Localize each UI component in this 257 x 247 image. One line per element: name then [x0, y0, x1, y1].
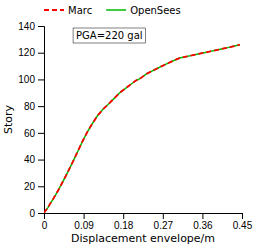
annotation-box	[73, 28, 146, 43]
y-tick-label: 40	[24, 154, 36, 165]
x-tick-label: 0	[42, 220, 48, 231]
x-tick: 0	[42, 213, 48, 231]
y-tick: 100	[18, 74, 44, 85]
y-tick: 20	[24, 181, 44, 192]
y-tick-label: 60	[24, 128, 36, 139]
x-tick-mark	[84, 213, 85, 219]
y-tick: 120	[18, 47, 44, 58]
y-tick-mark	[38, 213, 44, 214]
y-tick-label: 0	[29, 208, 35, 219]
x-axis-title: Displacement envelope/m	[71, 232, 215, 245]
series-line	[44, 45, 240, 213]
y-tick: 0	[29, 208, 44, 219]
x-tick: 0.18	[114, 213, 134, 231]
y-axis: 0 20 40 60 80 100 120 140	[18, 21, 44, 219]
y-axis-title: Story	[2, 104, 15, 134]
y-tick-mark	[38, 106, 44, 107]
y-tick: 80	[24, 101, 44, 112]
annotation-text: PGA=220 gal	[76, 30, 143, 41]
legend-label: Marc	[68, 5, 92, 16]
x-tick-label: 0.18	[114, 220, 134, 231]
y-tick-mark	[38, 186, 44, 187]
y-tick: 60	[24, 128, 44, 139]
x-axis: 0 0.09 0.18 0.27 0.36 0.45	[42, 213, 253, 231]
x-tick-label: 0.45	[233, 220, 253, 231]
y-tick-mark	[38, 160, 44, 161]
y-tick: 40	[24, 154, 44, 165]
y-tick-mark	[38, 133, 44, 134]
y-tick-mark	[38, 26, 44, 27]
legend: Marc OpenSees	[44, 5, 181, 16]
y-tick-label: 20	[24, 181, 36, 192]
legend-item: Marc	[44, 5, 92, 16]
legend-label: OpenSees	[130, 5, 181, 16]
x-tick-mark	[163, 213, 164, 219]
y-axis-line	[38, 27, 45, 214]
chart: 0 0.09 0.18 0.27 0.36 0.45 0 20 40 60 80 100 120 140 P…	[0, 0, 257, 247]
x-tick: 0.45	[233, 213, 253, 231]
x-tick: 0.36	[193, 213, 213, 231]
lines	[44, 45, 240, 213]
x-tick-label: 0.36	[193, 220, 213, 231]
x-tick-mark	[123, 213, 124, 219]
y-tick-mark	[38, 53, 44, 54]
legend-swatch	[106, 9, 126, 11]
y-tick-label: 80	[24, 101, 36, 112]
legend-swatch	[44, 9, 64, 11]
y-tick-label: 100	[18, 74, 35, 85]
legend-item: OpenSees	[106, 5, 181, 16]
x-tick-mark	[202, 213, 203, 219]
y-tick-mark	[38, 79, 44, 80]
x-tick-label: 0.27	[154, 220, 174, 231]
x-tick-label: 0.09	[74, 220, 94, 231]
x-axis-line	[45, 214, 243, 220]
series-line	[44, 45, 240, 213]
y-tick-label: 140	[18, 21, 35, 32]
x-tick-mark	[242, 213, 243, 219]
y-tick: 140	[18, 21, 44, 32]
annotation: PGA=220 gal	[73, 28, 146, 43]
plot: 0 0.09 0.18 0.27 0.36 0.45 0 20 40 60 80 100 120 140 P…	[18, 21, 252, 231]
x-tick: 0.09	[74, 213, 94, 231]
x-tick: 0.27	[154, 213, 174, 231]
y-tick-label: 120	[18, 47, 35, 58]
